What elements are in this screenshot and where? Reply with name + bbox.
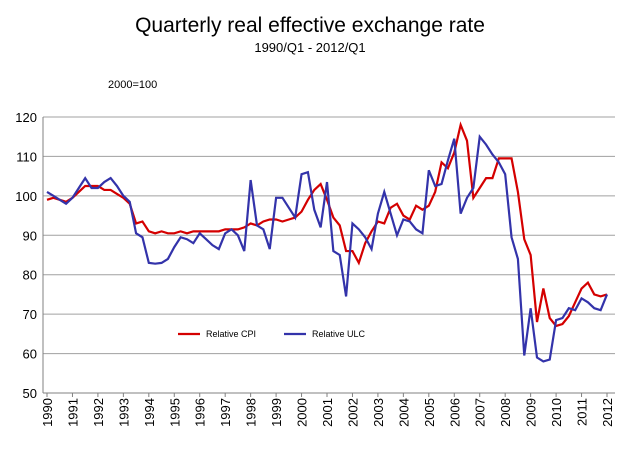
y-tick-label: 120 bbox=[15, 110, 37, 125]
x-tick-label: 2011 bbox=[575, 398, 590, 426]
y-tick-label: 70 bbox=[23, 307, 37, 322]
y-tick-label: 90 bbox=[23, 228, 37, 243]
x-tick-label: 2005 bbox=[422, 398, 437, 427]
x-tick-label: 1997 bbox=[218, 398, 233, 427]
x-tick-label: 1994 bbox=[142, 398, 157, 427]
x-tick-label: 1998 bbox=[244, 398, 259, 427]
x-tick-label: 1996 bbox=[193, 398, 208, 427]
chart-title: Quarterly real effective exchange rate bbox=[135, 14, 485, 37]
y-tick-label: 110 bbox=[16, 149, 37, 164]
x-tick-label: 2003 bbox=[371, 398, 386, 427]
x-tick-label: 1995 bbox=[167, 398, 182, 427]
x-tick-label: 1993 bbox=[116, 398, 131, 427]
x-tick-label: 2007 bbox=[473, 398, 488, 427]
y-tick-label: 80 bbox=[23, 268, 37, 283]
legend-label: Relative ULC bbox=[312, 329, 366, 339]
y-tick-label: 50 bbox=[23, 386, 37, 401]
x-tick-label: 1999 bbox=[269, 398, 284, 427]
x-tick-label: 1991 bbox=[65, 398, 80, 427]
x-tick-label: 2002 bbox=[345, 398, 360, 427]
y-tick-label: 100 bbox=[15, 189, 37, 204]
x-tick-label: 2009 bbox=[524, 398, 539, 427]
line-series bbox=[46, 121, 608, 328]
x-tick-label: 2008 bbox=[498, 398, 513, 427]
x-tick-label: 2004 bbox=[396, 398, 411, 427]
annotation: 2000=100 bbox=[108, 79, 157, 91]
x-tick-label: 2000 bbox=[295, 398, 310, 427]
x-tick-label: 1990 bbox=[40, 398, 55, 427]
x-tick-label: 2010 bbox=[549, 398, 564, 427]
x-tick-label: 1992 bbox=[91, 398, 106, 427]
chart-subtitle: 1990/Q1 - 2012/Q1 bbox=[254, 40, 365, 55]
x-tick-label: 2006 bbox=[447, 398, 462, 427]
x-tick-label: 2001 bbox=[320, 398, 335, 427]
x-tick-label: 2012 bbox=[600, 398, 615, 427]
legend-label: Relative CPI bbox=[206, 329, 256, 339]
y-tick-label: 60 bbox=[23, 347, 37, 362]
line-series bbox=[46, 133, 609, 363]
